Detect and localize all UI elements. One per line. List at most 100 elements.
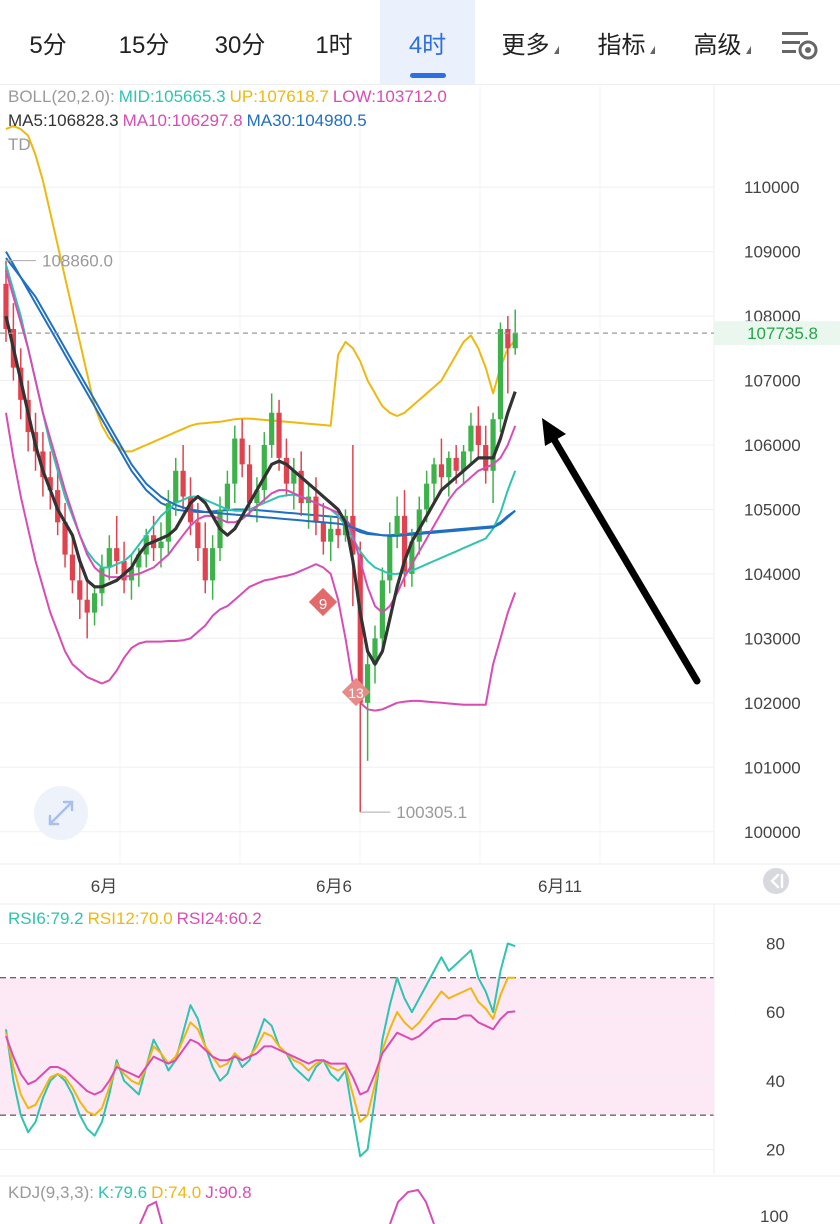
candle-body xyxy=(210,548,216,581)
rsi-legend: RSI6:79.2 RSI12:70.0 RSI24:60.2 xyxy=(8,909,266,929)
td-marker-9: 9 xyxy=(308,587,338,617)
boll-up-line xyxy=(5,124,516,453)
candle-body xyxy=(453,457,459,471)
candle-body xyxy=(165,503,171,542)
kdj-d: D:74.0 xyxy=(151,1183,202,1202)
rsi-y-tick-label: 80 xyxy=(766,934,785,953)
tab-30m[interactable]: 30分 xyxy=(192,0,288,84)
chevron-left-icon xyxy=(770,873,784,889)
candle-body xyxy=(468,425,474,452)
scroll-to-latest-button[interactable] xyxy=(763,868,789,894)
candle-body xyxy=(69,554,76,581)
candle-body xyxy=(106,548,112,568)
tab-4h[interactable]: 4时 xyxy=(380,0,475,84)
ma30-line xyxy=(5,257,516,537)
tab-indicators[interactable]: 指标 xyxy=(578,0,674,84)
rsi-y-tick-label: 60 xyxy=(766,1003,785,1022)
candle-body xyxy=(261,444,267,491)
y-tick-label: 105000 xyxy=(744,500,801,519)
active-tab-indicator xyxy=(409,73,446,78)
candle-body xyxy=(239,438,245,465)
candle-body xyxy=(409,541,415,574)
ma10-value: MA10:106297.8 xyxy=(122,111,243,130)
kdj-k: K:79.6 xyxy=(97,1183,148,1202)
candle-body xyxy=(180,470,186,497)
candle-body xyxy=(335,528,341,536)
candle-body xyxy=(62,522,68,555)
tab-advanced[interactable]: 高级 xyxy=(674,0,770,84)
boll-mid: MID:105665.3 xyxy=(118,87,226,106)
rsi-band xyxy=(0,977,714,1116)
chart-settings-button[interactable] xyxy=(778,26,822,62)
candle-body xyxy=(246,464,253,504)
y-tick-label: 100000 xyxy=(744,823,801,842)
candle-body xyxy=(114,548,120,562)
y-tick-label: 101000 xyxy=(744,758,801,777)
tab-15m[interactable]: 15分 xyxy=(96,0,192,84)
tab-label: 更多 xyxy=(501,31,550,59)
main-grid xyxy=(0,84,714,864)
candle-body xyxy=(401,515,408,574)
tab-label: 1时 xyxy=(315,31,353,59)
ma-cyan-line xyxy=(5,264,517,575)
candle-body xyxy=(195,522,201,549)
candle-body xyxy=(379,580,385,639)
tab-1h[interactable]: 1时 xyxy=(288,0,380,84)
high-marker-label: 108860.0 xyxy=(42,252,113,271)
candle-body xyxy=(475,425,481,445)
candle-body xyxy=(460,451,467,471)
candle-body xyxy=(99,567,105,594)
candle-body xyxy=(291,470,297,484)
tab-more[interactable]: 更多 xyxy=(482,0,578,84)
ma-legend: MA5:106828.3 MA10:106297.8 MA30:104980.5 xyxy=(8,111,371,131)
candle-body xyxy=(446,457,452,478)
last-price-tag xyxy=(714,321,840,346)
candle-body xyxy=(283,457,290,484)
dropdown-caret-icon xyxy=(745,46,751,54)
price-chart[interactable]: 1100001090001080001070001060001050001040… xyxy=(0,84,840,1224)
boll-low-line xyxy=(5,412,517,712)
candle-body xyxy=(431,464,437,484)
candle-body xyxy=(173,470,179,504)
candle-body xyxy=(232,438,238,484)
tab-label: 30分 xyxy=(214,31,266,59)
tab-5m[interactable]: 5分 xyxy=(0,0,96,84)
boll-up: UP:107618.7 xyxy=(229,87,329,106)
kdj-j: J:90.8 xyxy=(205,1183,252,1202)
td-marker-13: 13 xyxy=(341,677,371,707)
candle-body xyxy=(47,477,53,491)
ma5-value: MA5:106828.3 xyxy=(8,111,119,130)
candle-body xyxy=(3,283,9,329)
boll-low: LOW:103712.0 xyxy=(332,87,447,106)
candle-body xyxy=(512,333,518,349)
candle-body xyxy=(505,328,511,349)
td-legend: TD xyxy=(8,135,31,154)
moving-average-lines xyxy=(4,257,517,666)
boll-lines xyxy=(5,124,517,712)
dropdown-caret-icon xyxy=(553,46,559,54)
candle-body xyxy=(320,522,326,542)
candle-body xyxy=(313,496,319,523)
y-tick-label: 102000 xyxy=(744,694,801,713)
candle-body xyxy=(298,470,304,504)
expand-icon xyxy=(48,800,74,826)
candle-body xyxy=(224,483,230,510)
y-tick-label: 103000 xyxy=(744,629,801,648)
candle-body xyxy=(91,593,98,613)
rsi-axis: 80 60 40 20 xyxy=(766,934,785,1159)
tab-label: 5分 xyxy=(29,31,67,59)
boll-name: BOLL(20,2.0): xyxy=(8,87,115,106)
kdj-name: KDJ(9,3,3): xyxy=(8,1183,94,1202)
y-tick-label: 110000 xyxy=(744,178,799,197)
rsi24-value: RSI24:60.2 xyxy=(176,909,262,928)
boll-legend: BOLL(20,2.0): MID:105665.3 UP:107618.7 LOW:… xyxy=(8,87,451,107)
expand-chart-button[interactable] xyxy=(34,786,88,840)
candle-body xyxy=(490,419,496,471)
timeframe-tabs: 5分 15分 30分 1时 4时 更多 指标 高级 xyxy=(0,0,840,85)
annotation-arrow-icon xyxy=(542,418,701,685)
y-tick-label: 107000 xyxy=(744,372,801,391)
x-tick-label: 6月 xyxy=(91,877,117,896)
candle-body xyxy=(394,515,400,536)
candle-body xyxy=(121,561,127,581)
y-tick-label: 104000 xyxy=(744,565,801,584)
